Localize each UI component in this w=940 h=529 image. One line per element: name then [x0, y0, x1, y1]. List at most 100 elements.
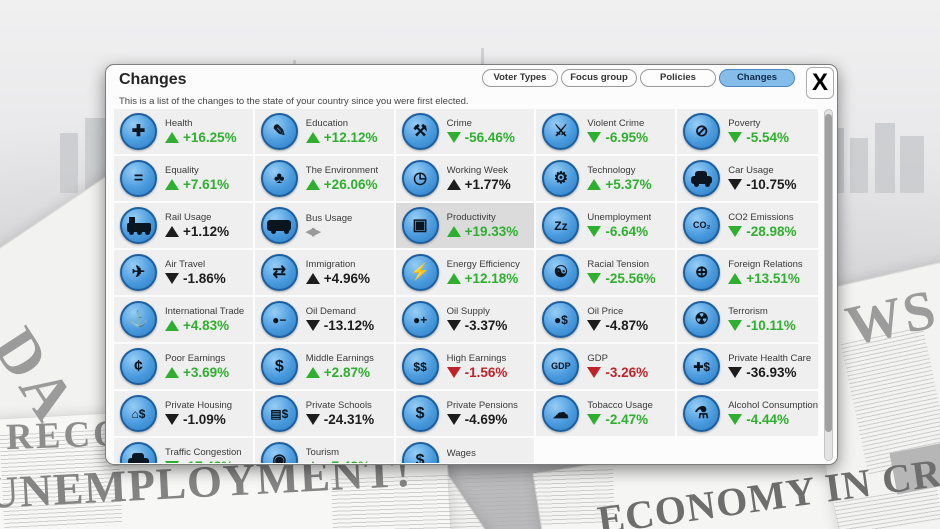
tab-focus-group[interactable]: Focus group	[561, 69, 637, 87]
down-arrow-icon	[587, 367, 602, 378]
stat-car-usage[interactable]: Car Usage -10.75%	[677, 156, 818, 201]
down-arrow-icon	[587, 320, 602, 331]
stat-value: -17.48%	[183, 459, 233, 463]
tab-policies[interactable]: Policies	[640, 69, 716, 87]
stat-private-health-care[interactable]: ✚$ Private Health Care -36.93%	[677, 344, 818, 389]
stat-label: Traffic Congestion	[165, 447, 242, 458]
international-trade-icon: ⚓	[120, 301, 157, 338]
racial-tension-icon: ☯	[542, 254, 580, 291]
up-arrow-icon	[728, 273, 743, 284]
close-button[interactable]: X	[806, 67, 834, 99]
stat-change: +13.51%	[728, 271, 802, 286]
stat-high-earnings[interactable]: $$ High Earnings -1.56%	[395, 344, 535, 389]
stat-change: -10.11%	[728, 318, 796, 333]
stat-label: Rail Usage	[165, 212, 212, 223]
no-change-icon: ◀▶	[447, 460, 462, 463]
stat-traffic-congestion[interactable]: Traffic Congestion-17.48%	[114, 438, 253, 463]
health-icon: ✚	[120, 113, 157, 150]
scrollbar-track[interactable]	[824, 109, 833, 461]
stat-change: -1.56%	[446, 365, 508, 380]
stat-oil-supply[interactable]: ●+ Oil Supply -3.37%	[395, 297, 535, 342]
stat-private-pensions[interactable]: $ Private Pensions -4.69%	[395, 391, 535, 436]
stat-value: -1.86%	[183, 271, 226, 286]
stat-value: -6.64%	[605, 224, 649, 239]
stat-label: Working Week	[446, 165, 509, 176]
stat-air-travel[interactable]: ✈ Air Travel -1.86%	[114, 250, 253, 295]
stat-value: +16.25%	[183, 130, 237, 145]
stat-equality[interactable]: = Equality +7.61%	[114, 156, 253, 201]
stat-change: -3.26%	[587, 365, 648, 380]
stat-poor-earnings[interactable]: ¢ Poor Earnings +3.69%	[114, 344, 253, 389]
down-arrow-icon	[305, 320, 320, 331]
stat-bus-usage[interactable]: Bus Usage ◀▶	[254, 203, 394, 248]
stat-change: +3.69%	[165, 365, 229, 380]
stat-middle-earnings[interactable]: $ Middle Earnings +2.87%	[254, 344, 394, 389]
stat-change: -2.47%	[587, 412, 652, 427]
stat-change: -4.44%	[728, 412, 818, 427]
stat-foreign-relations[interactable]: ⊕ Foreign Relations +13.51%	[677, 250, 818, 295]
traffic-congestion-icon	[120, 442, 157, 463]
tobacco-usage-icon: ☁	[542, 395, 580, 432]
up-arrow-icon	[446, 226, 461, 237]
co2-emissions-icon: CO₂	[683, 207, 721, 244]
stat-label: Oil Demand	[305, 306, 356, 317]
stat-oil-demand[interactable]: ●− Oil Demand -13.12%	[254, 297, 394, 342]
the-environment-icon: ♣	[260, 160, 298, 197]
stat-change: +1.12%	[165, 224, 229, 239]
tab-voter-types[interactable]: Voter Types	[482, 69, 558, 87]
productivity-icon: ▣	[401, 207, 439, 244]
down-arrow-icon	[728, 367, 743, 378]
stat-racial-tension[interactable]: ☯ Racial Tension -25.56%	[536, 250, 676, 295]
up-arrow-icon	[165, 179, 179, 190]
stat-tobacco-usage[interactable]: ☁ Tobacco Usage -2.47%	[536, 391, 676, 436]
stat-change: +1.77%	[446, 177, 511, 192]
stat-label: Middle Earnings	[305, 353, 374, 364]
stat-value: +3.69%	[183, 365, 230, 380]
down-arrow-icon	[728, 320, 743, 331]
stat-education[interactable]: ✎ Education +12.12%	[254, 109, 394, 154]
stat-label: Productivity	[446, 212, 496, 223]
up-arrow-icon	[165, 320, 179, 331]
stat-change: +7.61%	[165, 177, 229, 192]
stat-label: Health	[165, 118, 193, 129]
stat-private-schools[interactable]: ▤$ Private Schools -24.31%	[254, 391, 394, 436]
stat-international-trade[interactable]: ⚓ International Trade +4.83%	[114, 297, 253, 342]
stat-the-environment[interactable]: ♣ The Environment +26.06%	[254, 156, 394, 201]
poverty-icon: ⊘	[683, 113, 721, 150]
stat-gdp[interactable]: GDP GDP -3.26%	[536, 344, 676, 389]
stat-value: -4.87%	[605, 318, 649, 333]
down-arrow-icon	[446, 132, 461, 143]
stat-crime[interactable]: ⚒ Crime -56.46%	[395, 109, 535, 154]
stat-rail-usage[interactable]: Rail Usage +1.12%	[114, 203, 253, 248]
energy-efficiency-icon: ⚡	[401, 254, 439, 291]
stat-value: -1.56%	[464, 365, 508, 380]
stat-value: -4.69%	[464, 412, 508, 427]
stat-value: -28.98%	[746, 224, 797, 239]
stat-co2-emissions[interactable]: CO₂ CO2 Emissions -28.98%	[677, 203, 818, 248]
scrollbar-thumb[interactable]	[825, 114, 832, 432]
stat-change: -6.95%	[587, 130, 648, 145]
stat-change: +4.96%	[305, 271, 370, 286]
stat-productivity[interactable]: ▣ Productivity +19.33%	[395, 203, 535, 248]
stat-immigration[interactable]: ⇄ Immigration +4.96%	[254, 250, 394, 295]
stat-private-housing[interactable]: ⌂$ Private Housing -1.09%	[114, 391, 253, 436]
up-arrow-icon	[305, 367, 320, 378]
stat-value: -2.47%	[605, 412, 649, 427]
stat-terrorism[interactable]: ☢ Terrorism -10.11%	[677, 297, 818, 342]
stat-working-week[interactable]: ◷ Working Week +1.77%	[395, 156, 535, 201]
stat-violent-crime[interactable]: ⚔ Violent Crime -6.95%	[536, 109, 676, 154]
stat-technology[interactable]: ⚙ Technology +5.37%	[536, 156, 676, 201]
stat-health[interactable]: ✚ Health +16.25%	[114, 109, 253, 154]
tab-changes[interactable]: Changes	[719, 69, 795, 87]
stat-alcohol-consumption[interactable]: ⚗ Alcohol Consumption -4.44%	[677, 391, 818, 436]
stat-label: Education	[305, 118, 349, 129]
up-arrow-icon	[446, 273, 461, 284]
stat-wages[interactable]: $ Wages◀▶	[395, 438, 535, 463]
up-arrow-icon	[446, 179, 461, 190]
stat-value: +1.77%	[464, 177, 511, 192]
stat-tourism[interactable]: ◉ Tourism+7.43%	[254, 438, 394, 463]
stat-oil-price[interactable]: ●$ Oil Price -4.87%	[536, 297, 676, 342]
stat-poverty[interactable]: ⊘ Poverty -5.54%	[677, 109, 818, 154]
stat-unemployment[interactable]: Zz Unemployment -6.64%	[536, 203, 676, 248]
stat-energy-efficiency[interactable]: ⚡ Energy Efficiency +12.18%	[395, 250, 535, 295]
